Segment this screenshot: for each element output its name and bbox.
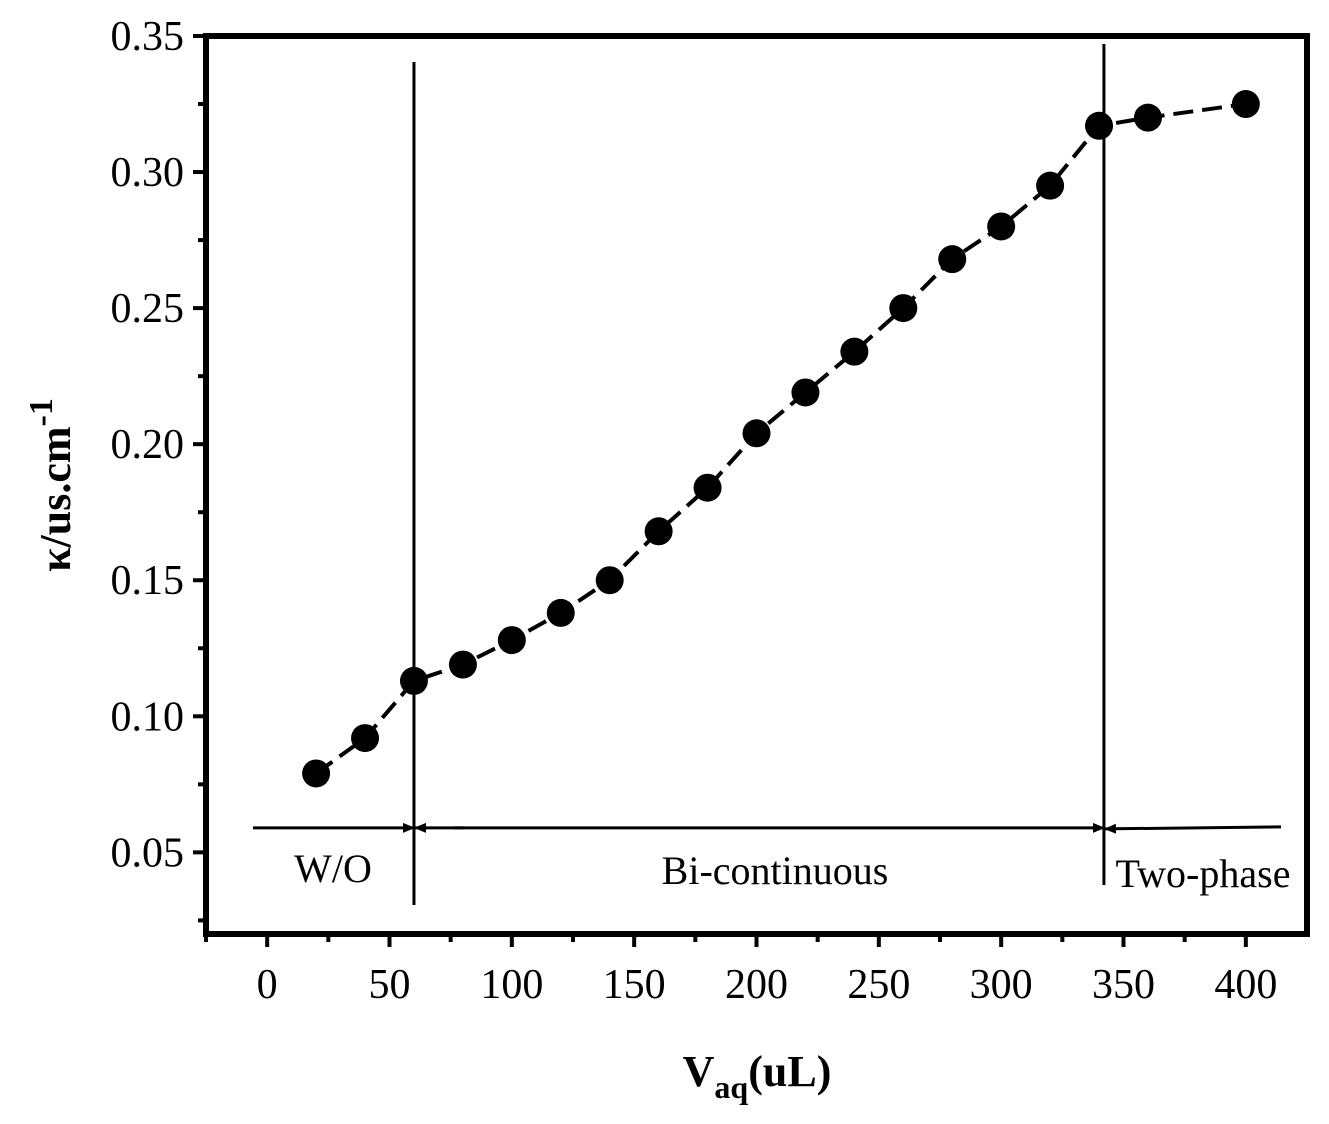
data-point	[1133, 103, 1162, 132]
x-tick-label: 400	[1214, 962, 1277, 1008]
data-point	[693, 473, 722, 502]
region-labels: W/O Bi-continuous Two-phase	[294, 846, 1290, 896]
data-point	[987, 212, 1016, 241]
y-tick-label: 0.10	[111, 694, 185, 740]
data-point	[1036, 171, 1065, 200]
data-point	[448, 650, 477, 679]
plot-frame	[203, 33, 1310, 937]
data-point	[399, 666, 428, 695]
data-point	[546, 598, 575, 627]
data-point	[1231, 90, 1260, 119]
data-point	[938, 245, 967, 274]
region-label: Two-phase	[1116, 851, 1291, 896]
x-tick-label: 300	[970, 962, 1033, 1008]
y-tick-label: 0.25	[111, 286, 185, 332]
y-tick-label: 0.15	[111, 558, 185, 604]
y-tick-label: 0.30	[111, 150, 185, 196]
x-tick-label: 200	[725, 962, 788, 1008]
x-tick-label: 250	[847, 962, 910, 1008]
data-point	[840, 337, 869, 366]
data-points	[302, 90, 1260, 788]
y-axis-title-superscript: -1	[23, 398, 60, 426]
data-point	[595, 566, 624, 595]
x-axis-title-rest: (uL)	[748, 1047, 831, 1096]
y-tick-label: 0.05	[111, 830, 185, 876]
x-tick-label: 350	[1092, 962, 1155, 1008]
arrow-two-phase	[1103, 823, 1282, 834]
data-point	[644, 517, 673, 546]
x-axis-title-main: V	[683, 1047, 715, 1096]
x-axis-ticks: 0 50 100 150 200 250 300 350 400	[204, 934, 1277, 1008]
data-point	[889, 294, 918, 323]
y-axis-ticks: 0.05 0.10 0.15 0.20 0.25 0.30 0.35	[111, 14, 206, 923]
x-tick-label: 50	[369, 962, 411, 1008]
data-point	[351, 724, 380, 753]
x-tick-label: 100	[480, 962, 543, 1008]
x-tick-label: 0	[257, 962, 278, 1008]
phase-boundaries	[412, 44, 1106, 905]
data-point	[497, 626, 526, 655]
y-tick-label: 0.20	[111, 422, 185, 468]
data-point	[1085, 111, 1114, 140]
y-tick-label: 0.35	[111, 14, 185, 60]
data-point	[742, 419, 771, 448]
x-axis-title: Vaq(uL)	[683, 1047, 832, 1105]
data-point	[302, 759, 331, 788]
region-arrows	[253, 822, 1282, 834]
region-label: W/O	[294, 846, 372, 891]
y-axis-title: κ/us.cm-1	[23, 398, 80, 572]
data-point	[791, 378, 820, 407]
x-tick-label: 150	[603, 962, 666, 1008]
y-axis-title-main: κ/us.cm	[31, 426, 80, 571]
x-axis-title-subscript: aq	[714, 1069, 748, 1105]
region-label: Bi-continuous	[662, 848, 889, 893]
